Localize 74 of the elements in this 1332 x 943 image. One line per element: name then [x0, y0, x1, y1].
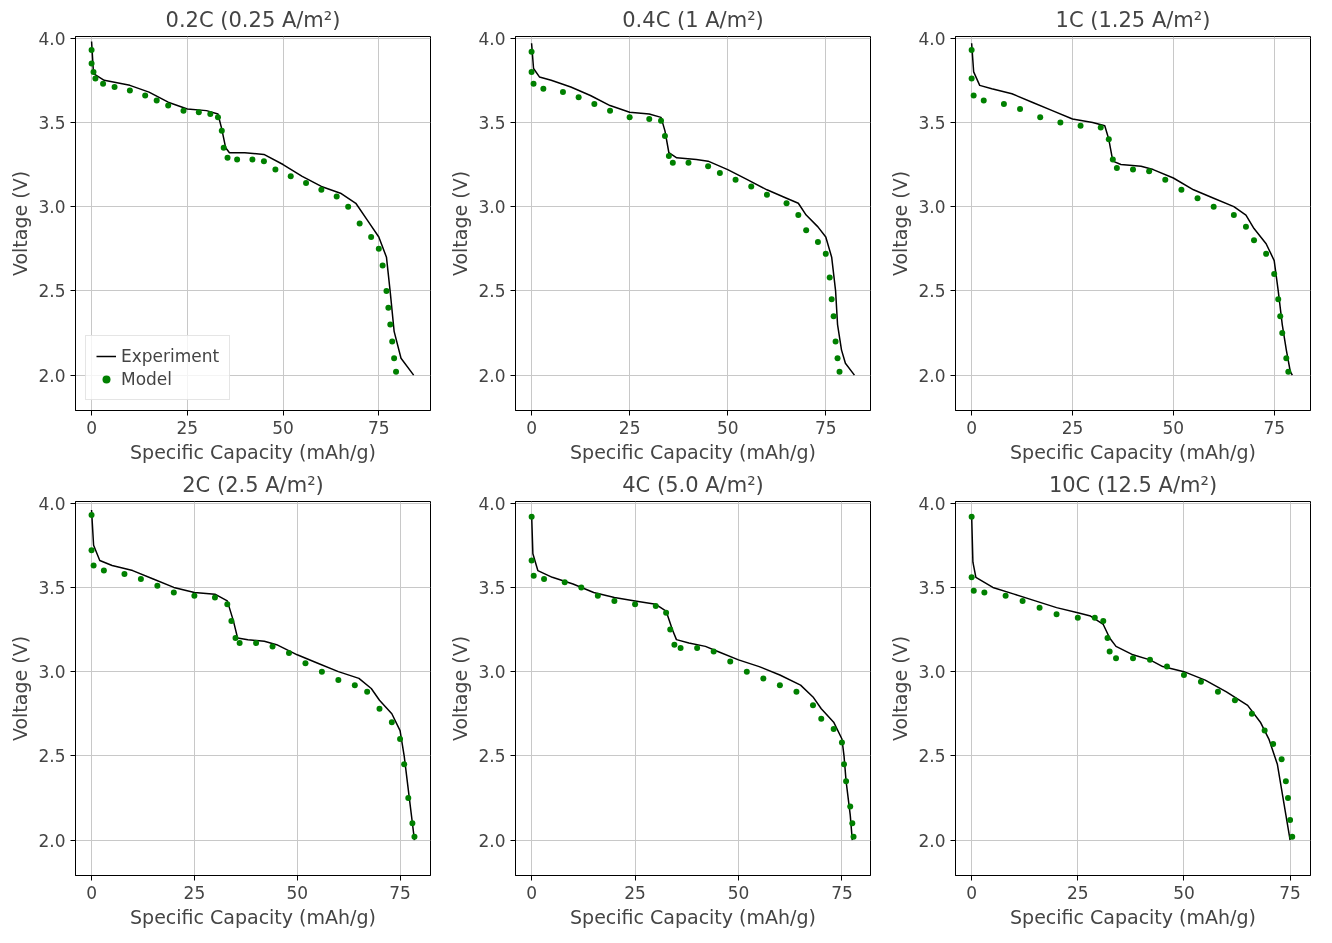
y-tick-label: 3.0 [478, 197, 506, 218]
y-tick-label: 2.0 [918, 830, 946, 851]
y-tick-label: 4.0 [38, 493, 66, 514]
x-tick-label: 0 [526, 882, 538, 903]
y-tick-label: 2.0 [478, 365, 506, 386]
y-tick-label: 2.5 [918, 746, 946, 767]
y-axis-title: Voltage (V) [889, 170, 912, 277]
x-axis-title: Specific Capacity (mAh/g) [130, 905, 376, 928]
chart-title: 10C (12.5 A/m²) [1048, 472, 1218, 497]
x-axis-title: Specific Capacity (mAh/g) [1010, 440, 1256, 463]
x-tick-label: 25 [618, 417, 641, 438]
y-tick-label: 4.0 [38, 28, 66, 49]
x-tick-label: 75 [1263, 417, 1286, 438]
y-tick-label: 2.0 [918, 365, 946, 386]
y-tick-label: 4.0 [478, 493, 506, 514]
x-tick-label: 25 [183, 882, 206, 903]
y-tick-label: 3.0 [918, 662, 946, 683]
y-axis-title: Voltage (V) [9, 635, 32, 742]
x-tick-label: 75 [814, 417, 837, 438]
y-axis-title: Voltage (V) [449, 170, 472, 277]
x-tick-label: 25 [1066, 882, 1089, 903]
y-tick-label: 3.0 [918, 197, 946, 218]
y-axis-title: Voltage (V) [889, 635, 912, 742]
x-tick-label: 75 [1279, 882, 1301, 903]
x-tick-label: 75 [831, 882, 853, 903]
chart-title: 4C (5.0 A/m²) [622, 472, 764, 497]
chart-title: 2C (2.5 A/m²) [182, 472, 324, 497]
x-tick-label: 0 [526, 417, 537, 438]
y-tick-label: 3.5 [478, 112, 506, 133]
y-tick-label: 3.0 [38, 197, 66, 218]
y-axis-title: Voltage (V) [449, 635, 472, 742]
chart-title: 0.4C (1 A/m²) [622, 7, 764, 32]
x-tick-label: 0 [966, 417, 978, 438]
y-tick-label: 2.5 [38, 281, 66, 302]
y-tick-label: 2.5 [478, 281, 506, 302]
y-tick-label: 3.5 [38, 112, 66, 133]
y-axis-title: Voltage (V) [9, 170, 32, 277]
y-tick-label: 4.0 [478, 28, 506, 49]
y-tick-label: 2.5 [478, 746, 506, 767]
x-tick-label: 50 [1173, 882, 1195, 903]
y-tick-label: 4.0 [918, 493, 946, 514]
y-tick-label: 3.0 [478, 662, 506, 683]
y-tick-label: 2.5 [38, 746, 66, 767]
y-tick-label: 2.0 [478, 830, 506, 851]
y-tick-label: 4.0 [918, 28, 946, 49]
legend-label: Experiment [121, 346, 220, 366]
x-tick-label: 50 [716, 417, 739, 438]
x-tick-label: 0 [86, 882, 97, 903]
y-tick-label: 2.0 [38, 830, 66, 851]
y-tick-label: 2.0 [38, 365, 66, 386]
chart-title: 0.2C (0.25 A/m²) [165, 7, 341, 32]
x-axis-title: Specific Capacity (mAh/g) [130, 440, 376, 463]
x-tick-label: 50 [272, 417, 294, 438]
x-axis-title: Specific Capacity (mAh/g) [570, 905, 816, 928]
x-axis-title: Specific Capacity (mAh/g) [570, 440, 816, 463]
x-tick-label: 25 [176, 417, 199, 438]
x-tick-label: 50 [1162, 417, 1185, 438]
x-tick-label: 0 [966, 882, 978, 903]
x-tick-label: 50 [286, 882, 309, 903]
x-axis-title: Specific Capacity (mAh/g) [1010, 905, 1256, 928]
x-tick-label: 25 [624, 882, 646, 903]
x-tick-label: 75 [389, 882, 411, 903]
y-tick-label: 2.5 [918, 281, 946, 302]
legend-label: Model [121, 369, 173, 389]
x-tick-label: 25 [1061, 417, 1084, 438]
y-tick-label: 3.5 [918, 577, 946, 598]
y-tick-label: 3.5 [918, 112, 946, 133]
x-tick-label: 75 [367, 417, 390, 438]
y-tick-label: 3.0 [38, 662, 66, 683]
y-tick-label: 3.5 [38, 577, 66, 598]
y-tick-label: 3.5 [478, 577, 506, 598]
chart-title: 1C (1.25 A/m²) [1055, 7, 1211, 32]
x-tick-label: 0 [86, 417, 97, 438]
x-tick-label: 50 [727, 882, 750, 903]
